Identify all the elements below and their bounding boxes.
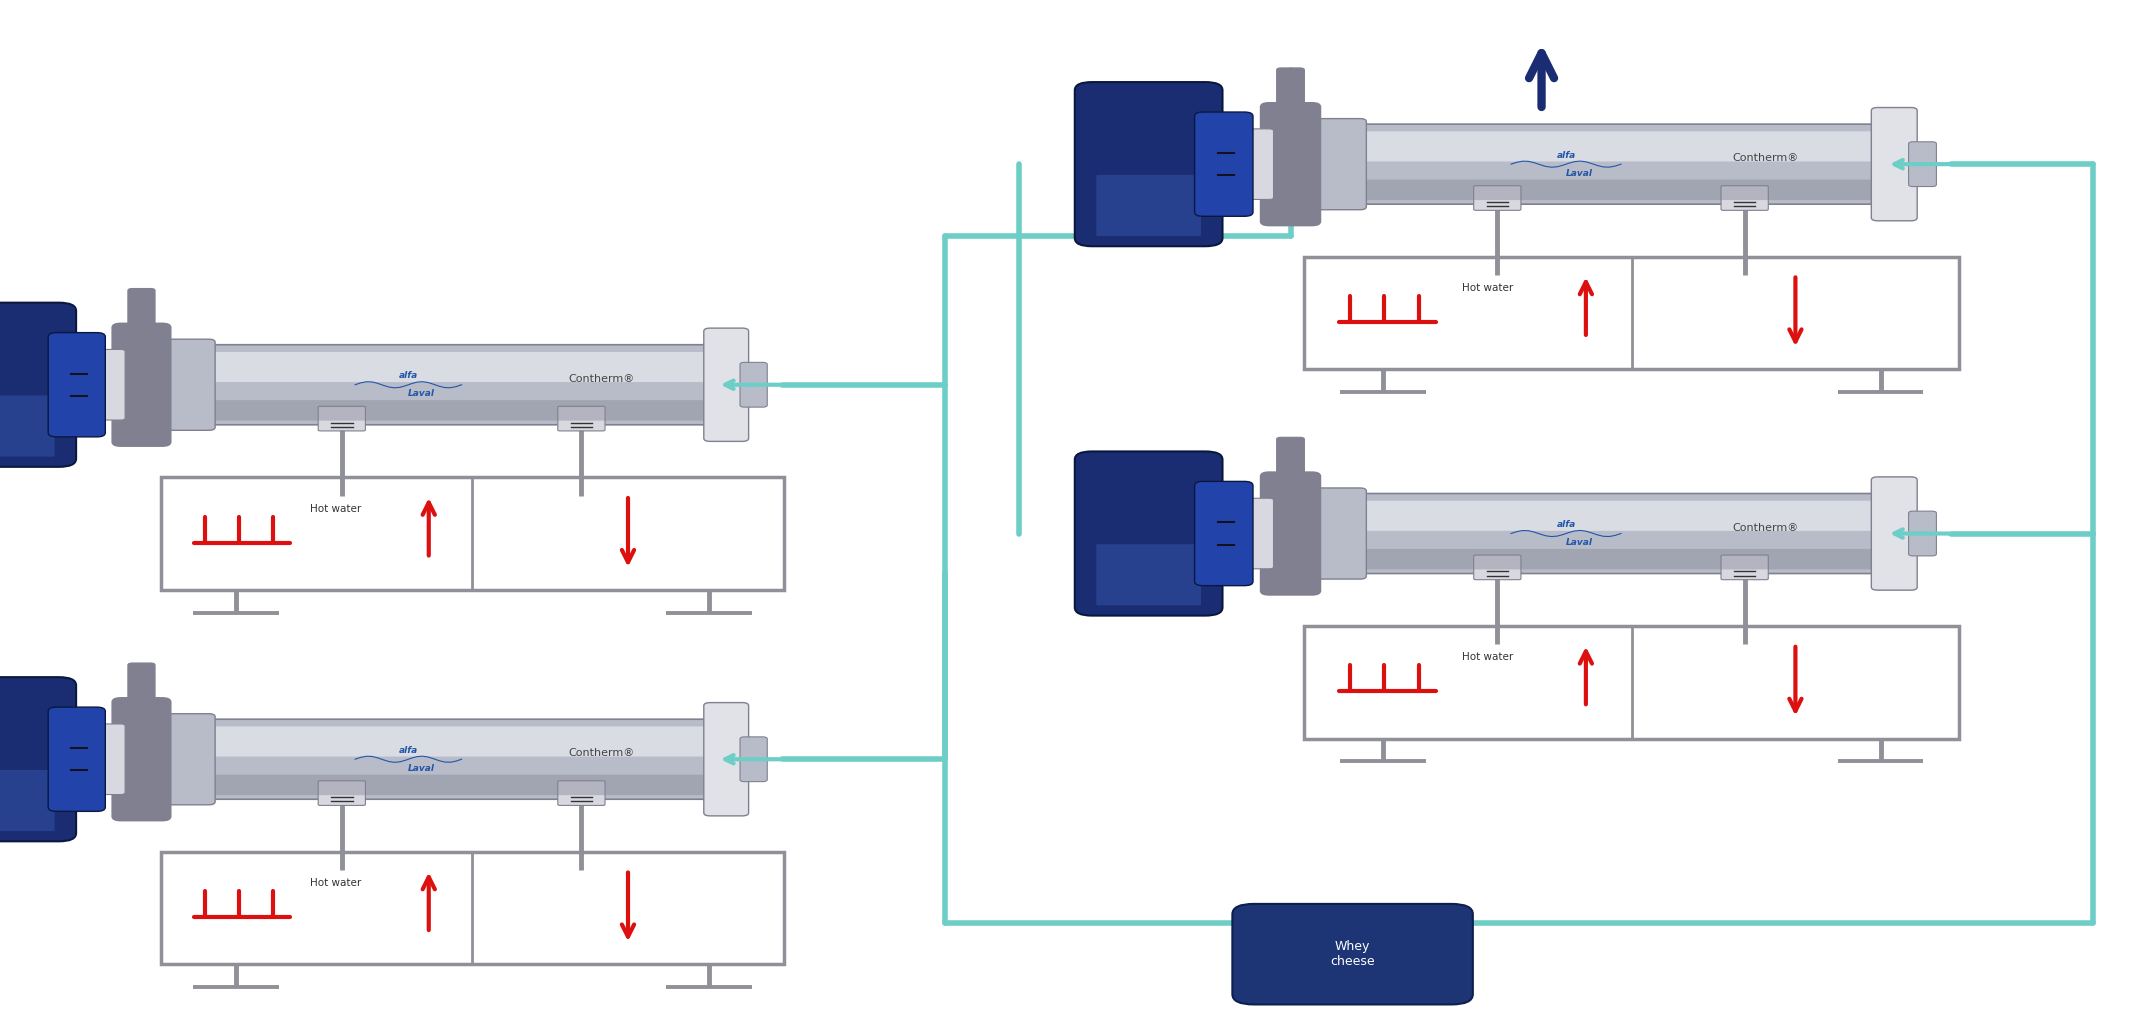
FancyBboxPatch shape (213, 352, 711, 382)
FancyBboxPatch shape (318, 781, 365, 805)
FancyBboxPatch shape (47, 332, 105, 437)
Text: Contherm®: Contherm® (1733, 153, 1799, 163)
FancyBboxPatch shape (161, 477, 784, 590)
FancyBboxPatch shape (79, 724, 125, 794)
FancyBboxPatch shape (1076, 82, 1222, 246)
FancyBboxPatch shape (202, 345, 721, 425)
FancyBboxPatch shape (1200, 506, 1237, 561)
FancyBboxPatch shape (1194, 481, 1254, 586)
FancyBboxPatch shape (157, 340, 215, 430)
FancyBboxPatch shape (1194, 112, 1254, 216)
FancyBboxPatch shape (704, 703, 749, 816)
FancyBboxPatch shape (1097, 174, 1200, 236)
Text: Contherm®: Contherm® (569, 373, 636, 384)
Text: alfa: alfa (1557, 151, 1576, 160)
FancyBboxPatch shape (1909, 142, 1937, 187)
FancyBboxPatch shape (741, 362, 766, 407)
Text: alfa: alfa (399, 371, 419, 381)
FancyBboxPatch shape (1305, 119, 1365, 209)
FancyBboxPatch shape (0, 677, 75, 841)
Text: alfa: alfa (399, 746, 419, 755)
Text: Whey
cheese: Whey cheese (1331, 940, 1374, 969)
Text: Contherm®: Contherm® (569, 748, 636, 758)
FancyBboxPatch shape (1277, 437, 1305, 478)
Text: Laval: Laval (1567, 538, 1593, 547)
FancyBboxPatch shape (741, 737, 766, 782)
FancyBboxPatch shape (1305, 626, 1960, 739)
FancyBboxPatch shape (1363, 180, 1879, 200)
FancyBboxPatch shape (1260, 103, 1320, 226)
FancyBboxPatch shape (0, 303, 75, 467)
FancyBboxPatch shape (213, 400, 711, 421)
FancyBboxPatch shape (1277, 68, 1305, 109)
FancyBboxPatch shape (1228, 499, 1273, 568)
Text: Hot water: Hot water (309, 878, 361, 889)
FancyBboxPatch shape (112, 323, 170, 446)
FancyBboxPatch shape (0, 770, 54, 831)
Text: Contherm®: Contherm® (1733, 522, 1799, 532)
FancyBboxPatch shape (1353, 124, 1889, 204)
FancyBboxPatch shape (1200, 136, 1237, 192)
Text: Hot water: Hot water (1462, 653, 1514, 663)
FancyBboxPatch shape (1353, 494, 1889, 574)
FancyBboxPatch shape (1305, 256, 1960, 369)
Text: Hot water: Hot water (309, 504, 361, 514)
FancyBboxPatch shape (1872, 477, 1917, 590)
FancyBboxPatch shape (161, 852, 784, 964)
FancyBboxPatch shape (129, 663, 155, 704)
FancyBboxPatch shape (1872, 108, 1917, 221)
FancyBboxPatch shape (47, 707, 105, 812)
FancyBboxPatch shape (213, 775, 711, 795)
FancyBboxPatch shape (1909, 511, 1937, 556)
FancyBboxPatch shape (1363, 131, 1879, 161)
FancyBboxPatch shape (129, 288, 155, 329)
FancyBboxPatch shape (54, 357, 88, 412)
FancyBboxPatch shape (1722, 186, 1769, 210)
Text: Laval: Laval (408, 763, 436, 773)
Text: Laval: Laval (1567, 168, 1593, 177)
FancyBboxPatch shape (1363, 501, 1879, 530)
FancyBboxPatch shape (54, 732, 88, 787)
FancyBboxPatch shape (1076, 451, 1222, 616)
FancyBboxPatch shape (79, 350, 125, 420)
FancyBboxPatch shape (0, 395, 54, 457)
FancyBboxPatch shape (1473, 186, 1520, 210)
FancyBboxPatch shape (1722, 555, 1769, 580)
FancyBboxPatch shape (1232, 904, 1473, 1004)
FancyBboxPatch shape (558, 406, 605, 431)
FancyBboxPatch shape (1305, 488, 1365, 579)
FancyBboxPatch shape (202, 719, 721, 799)
FancyBboxPatch shape (1363, 549, 1879, 569)
Text: alfa: alfa (1557, 520, 1576, 529)
Text: Hot water: Hot water (1462, 283, 1514, 293)
FancyBboxPatch shape (213, 726, 711, 756)
FancyBboxPatch shape (112, 698, 170, 821)
FancyBboxPatch shape (1097, 544, 1200, 605)
FancyBboxPatch shape (1260, 472, 1320, 595)
FancyBboxPatch shape (318, 406, 365, 431)
FancyBboxPatch shape (157, 714, 215, 804)
FancyBboxPatch shape (1228, 129, 1273, 199)
FancyBboxPatch shape (558, 781, 605, 805)
FancyBboxPatch shape (704, 328, 749, 441)
Text: Laval: Laval (408, 389, 436, 398)
FancyBboxPatch shape (1473, 555, 1520, 580)
